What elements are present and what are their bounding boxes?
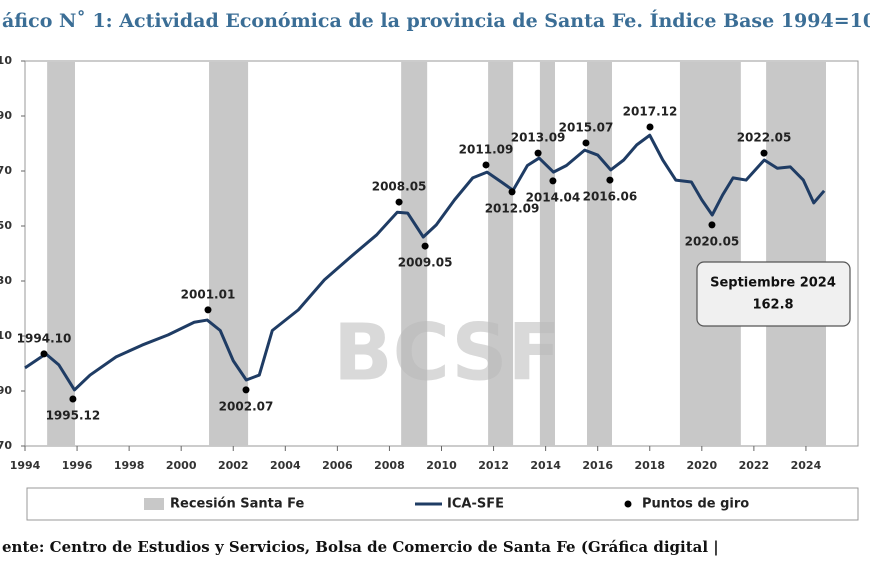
y-tick-label: 110 <box>0 329 12 342</box>
turning-point <box>760 149 768 157</box>
watermark: BCSF <box>333 308 561 398</box>
recession-band <box>587 62 613 446</box>
recession-band <box>47 62 75 446</box>
source: ente: Centro de Estudios y Servicios, Bo… <box>2 538 719 556</box>
turning-point <box>549 177 557 185</box>
recession-band <box>401 62 428 446</box>
legend-box <box>26 487 859 521</box>
turning-point-label: 2017.12 <box>623 105 678 119</box>
x-tick-label: 2020 <box>687 459 718 472</box>
x-tick-label: 2010 <box>426 459 457 472</box>
turning-point-label: 2011.09 <box>459 142 514 156</box>
turning-point-label: 2012.09 <box>485 201 540 215</box>
x-tick-label: 2022 <box>739 459 770 472</box>
turning-point <box>582 139 590 147</box>
y-tick-label: 90 <box>0 384 12 397</box>
x-tick-label: 2000 <box>166 459 197 472</box>
turning-point <box>40 350 48 358</box>
y-tick-label: 70 <box>0 439 12 452</box>
turning-point <box>395 198 403 206</box>
turning-point <box>508 188 516 196</box>
turning-point <box>708 221 716 229</box>
chart-title: áfico N˚ 1: Actividad Económica de la pr… <box>2 9 870 32</box>
turning-point-label: 2009.05 <box>398 256 453 270</box>
x-tick-label: 1994 <box>10 459 41 472</box>
turning-point-label: 2015.07 <box>559 120 614 134</box>
x-tick-label: 2002 <box>218 459 249 472</box>
annotation-title: Septiembre 2024 <box>710 276 836 291</box>
turning-point <box>534 149 542 157</box>
x-tick-label: 2024 <box>791 459 822 472</box>
turning-point-label: 2022.05 <box>737 131 792 145</box>
turning-point-label: 1994.10 <box>17 331 72 345</box>
x-tick-label: 2012 <box>478 459 509 472</box>
turning-point-label: 2001.01 <box>181 287 236 301</box>
y-tick-label: 190 <box>0 109 12 122</box>
legend-label: Puntos de giro <box>642 497 749 512</box>
legend-label: Recesión Santa Fe <box>170 497 305 512</box>
legend-swatch <box>144 498 164 510</box>
turning-point <box>421 242 429 250</box>
y-tick-label: 150 <box>0 219 12 232</box>
turning-point-label: 2013.09 <box>511 131 566 145</box>
x-tick-label: 2006 <box>322 459 353 472</box>
annotation-box <box>696 261 851 327</box>
y-tick-label: 130 <box>0 274 12 287</box>
recession-band <box>488 62 514 446</box>
turning-point <box>482 161 490 169</box>
turning-point <box>69 395 77 403</box>
turning-point <box>204 306 212 314</box>
line <box>24 133 826 392</box>
turning-point-label: 2016.06 <box>583 190 638 204</box>
legend-dot <box>624 500 632 508</box>
legend-label: ICA-SFE <box>447 497 504 512</box>
x-tick-label: 1996 <box>62 459 93 472</box>
turning-point-label: 1995.12 <box>46 408 101 422</box>
recession-band <box>539 62 555 446</box>
recession-band <box>679 62 741 446</box>
annotation-value: 162.8 <box>752 298 793 313</box>
turning-point <box>606 176 614 184</box>
y-tick-label: 170 <box>0 164 12 177</box>
turning-point-label: 2002.07 <box>219 399 274 413</box>
recession-band <box>209 62 249 446</box>
recession-band <box>766 62 826 446</box>
turning-point <box>242 386 250 394</box>
turning-point-label: 2020.05 <box>685 234 740 248</box>
turning-point-label: 2008.05 <box>372 180 427 194</box>
x-tick-label: 2014 <box>530 459 561 472</box>
turning-point <box>646 123 654 131</box>
x-tick-label: 2008 <box>374 459 405 472</box>
x-tick-label: 2016 <box>582 459 613 472</box>
x-tick-label: 1998 <box>114 459 145 472</box>
x-tick-label: 2004 <box>270 459 301 472</box>
turning-point-label: 2014.04 <box>526 190 581 204</box>
x-tick-label: 2018 <box>634 459 665 472</box>
y-tick-label: 210 <box>0 54 12 67</box>
